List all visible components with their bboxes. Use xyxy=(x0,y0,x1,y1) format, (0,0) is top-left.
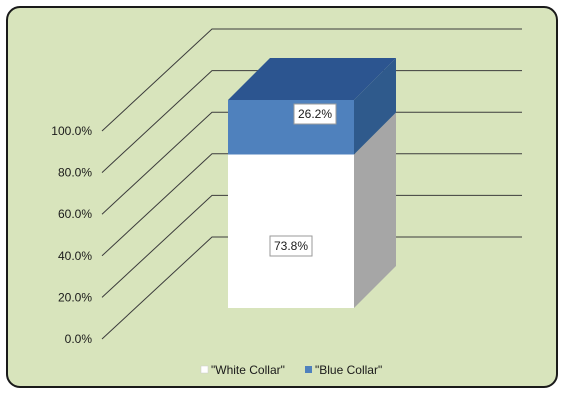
y-tick-label: 40.0% xyxy=(58,249,92,263)
y-tick-label: 0.0% xyxy=(65,332,93,346)
chart-frame: 0.0% 20.0% 40.0% 60.0% 80.0% 100.0% 73.8% 26.2%… xyxy=(6,6,558,388)
data-label-blue-collar-box xyxy=(293,103,337,125)
bar-blue-collar-side xyxy=(354,58,396,155)
gridline xyxy=(101,194,522,298)
data-label-blue-collar: 26.2% xyxy=(298,107,332,121)
legend-label-white-collar: "White Collar" xyxy=(211,363,285,377)
bar-white-collar-side xyxy=(354,112,396,308)
stacked-bar-chart: 0.0% 20.0% 40.0% 60.0% 80.0% 100.0% 73.8% 26.2%… xyxy=(51,28,522,377)
legend-swatch-blue-collar xyxy=(305,366,312,373)
y-tick-label: 100.0% xyxy=(51,124,92,138)
y-tick-label: 60.0% xyxy=(58,207,92,221)
gridline xyxy=(101,153,522,257)
gridline xyxy=(101,28,522,132)
gridline xyxy=(101,111,522,215)
data-label-white-collar: 73.8% xyxy=(274,239,308,253)
y-tick-label: 80.0% xyxy=(58,166,92,180)
gridline xyxy=(101,236,522,340)
bar-blue-collar-top xyxy=(228,58,396,100)
legend-label-blue-collar: "Blue Collar" xyxy=(315,363,382,377)
gridline xyxy=(101,70,522,173)
y-tick-label: 20.0% xyxy=(58,290,92,304)
legend-swatch-white-collar xyxy=(200,365,209,374)
data-label-white-collar-box xyxy=(269,235,313,257)
bar-white-collar xyxy=(228,154,354,308)
